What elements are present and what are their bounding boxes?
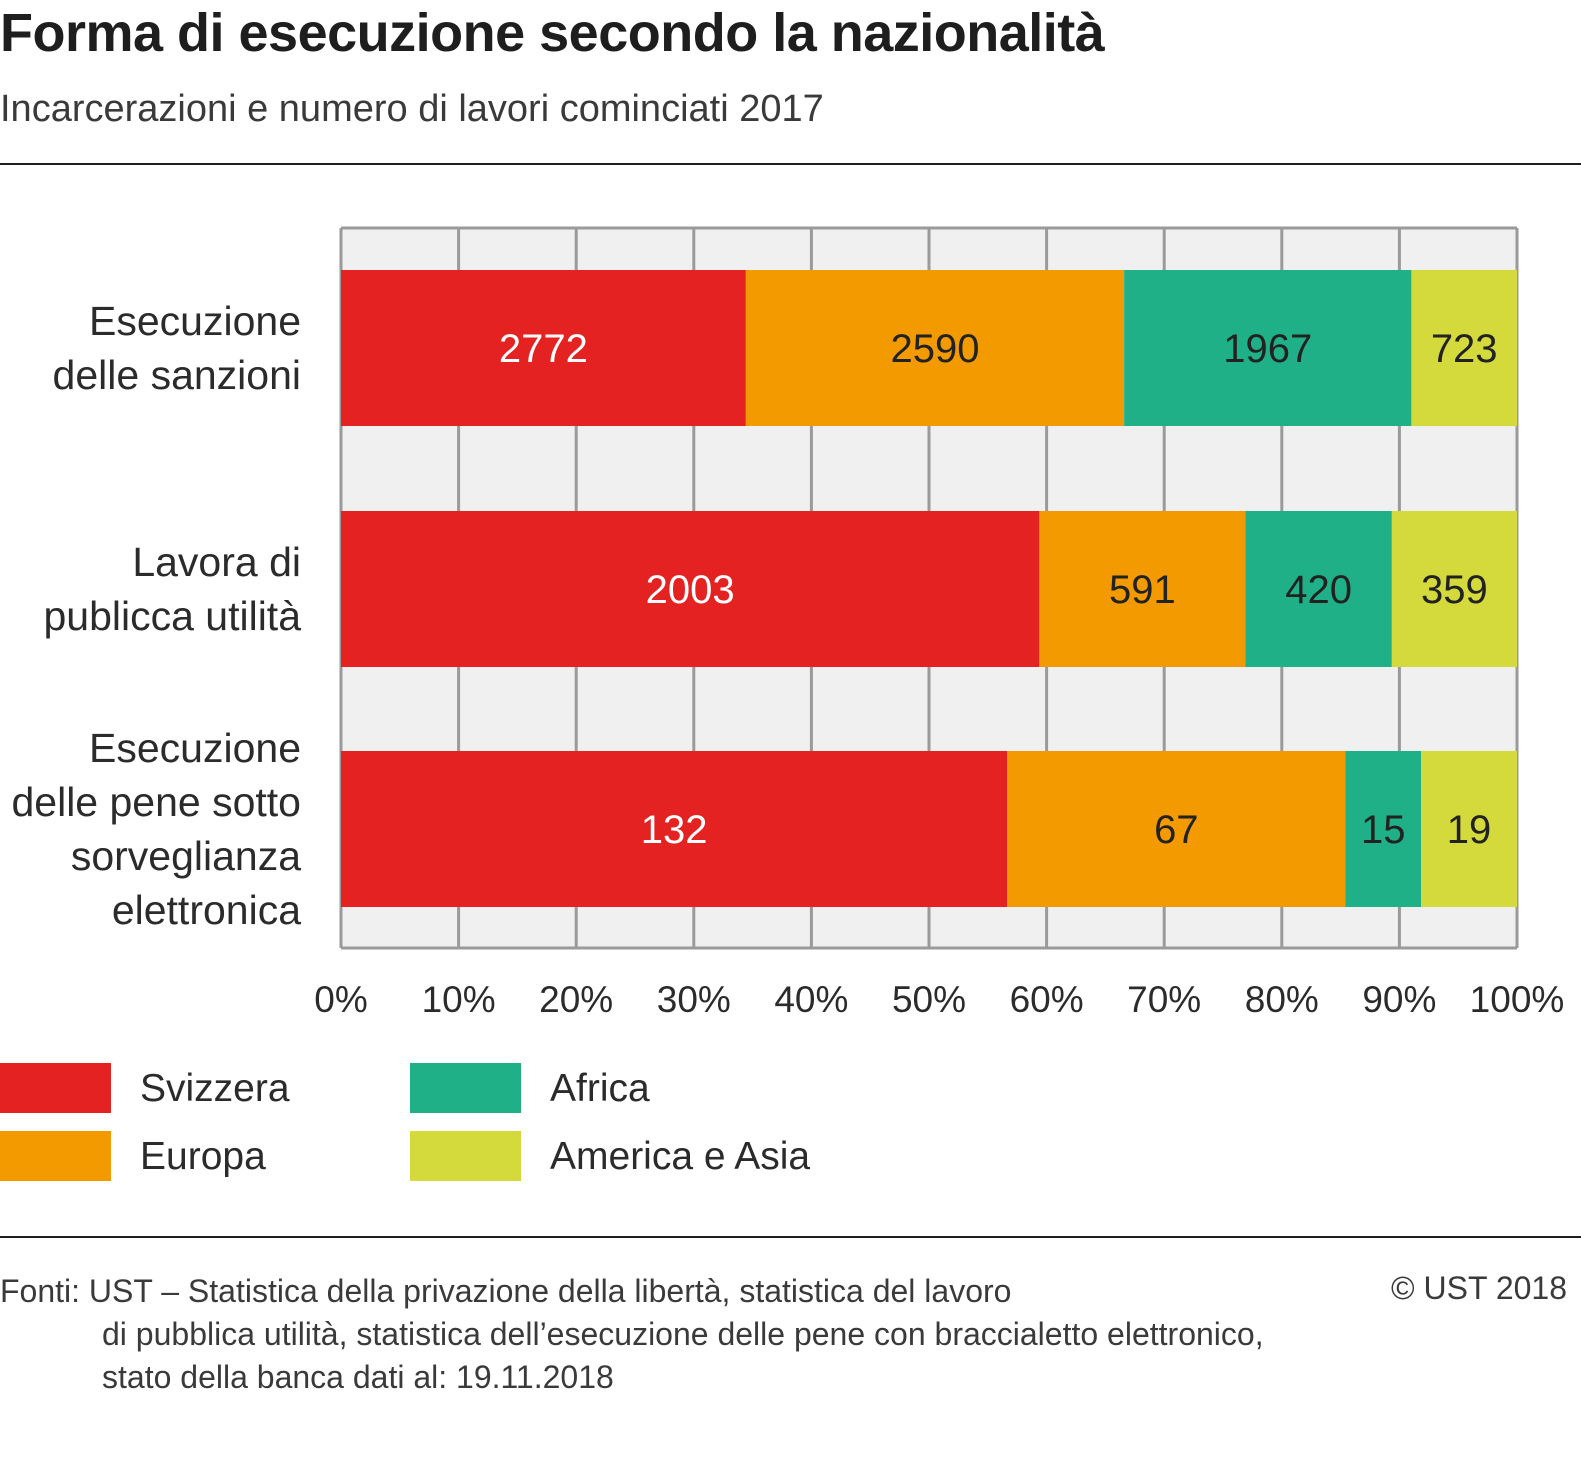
x-tick-label: 10%	[422, 979, 496, 1020]
data-label: 2772	[499, 327, 588, 371]
x-tick-label: 20%	[539, 979, 613, 1020]
bar-segment	[1391, 511, 1517, 667]
x-tick-label: 100%	[1470, 979, 1565, 1020]
x-tick-label: 90%	[1362, 979, 1436, 1020]
category-label: Lavora di	[132, 539, 301, 585]
top-rule	[0, 163, 1581, 165]
legend-item-america-asia: America e Asia	[410, 1131, 870, 1181]
category-label: delle sanzioni	[53, 352, 301, 398]
category-label: sorveglianza	[71, 833, 301, 879]
chart-title: Forma di esecuzione secondo la nazionali…	[0, 3, 1105, 63]
category-label: Esecuzione	[89, 298, 301, 344]
category-label: delle pene sotto	[11, 779, 301, 825]
x-tick-label: 70%	[1127, 979, 1201, 1020]
chart-subtitle: Incarcerazioni e numero di lavori cominc…	[0, 88, 824, 130]
legend-item-svizzera: Svizzera	[0, 1063, 320, 1113]
data-label: 591	[1109, 568, 1176, 612]
data-label: 420	[1285, 568, 1352, 612]
bar-segment	[1411, 270, 1517, 426]
bar-segment	[745, 270, 1125, 426]
x-tick-label: 50%	[892, 979, 966, 1020]
data-label: 15	[1361, 808, 1406, 852]
bar-segment	[341, 751, 1008, 907]
data-label: 359	[1421, 568, 1488, 612]
x-tick-label: 80%	[1245, 979, 1319, 1020]
x-tick-label: 30%	[657, 979, 731, 1020]
legend-swatch-america-asia	[410, 1131, 521, 1181]
source-line-2: di pubblica utilità, statistica dell’ese…	[102, 1316, 1264, 1352]
bar-segment	[341, 270, 746, 426]
bar-segment	[1124, 270, 1412, 426]
legend-label-svizzera: Svizzera	[140, 1067, 290, 1110]
data-label: 2003	[646, 568, 735, 612]
bar-segment	[1421, 751, 1517, 907]
legend-label-europa: Europa	[140, 1135, 266, 1178]
legend-swatch-africa	[410, 1063, 521, 1113]
x-tick-label: 0%	[314, 979, 367, 1020]
copyright: © UST 2018	[1391, 1270, 1567, 1306]
x-tick-label: 60%	[1010, 979, 1084, 1020]
source-line-3: stato della banca dati al: 19.11.2018	[102, 1359, 614, 1395]
legend-item-africa: Africa	[410, 1063, 730, 1113]
data-label: 67	[1154, 808, 1199, 852]
legend-label-africa: Africa	[550, 1067, 650, 1110]
source-note: Fonti: UST – Statistica della privazione…	[0, 1270, 1264, 1399]
bar-segment	[1245, 511, 1392, 667]
bottom-rule	[0, 1236, 1581, 1238]
bar-segment	[341, 511, 1040, 667]
bar-segment	[1007, 751, 1346, 907]
source-line-1: Fonti: UST – Statistica della privazione…	[0, 1273, 1012, 1309]
legend-swatch-europa	[0, 1131, 111, 1181]
data-label: 19	[1447, 808, 1492, 852]
bar-segment	[1039, 511, 1246, 667]
stacked-bar-chart: 0% 10% 20% 30% 40% 50% 60% 70% 80% 90% 100% 2772 259…	[11, 226, 1565, 1020]
legend-label-america-asia: America e Asia	[550, 1135, 811, 1178]
data-label: 723	[1431, 327, 1498, 371]
legend-item-europa: Europa	[0, 1131, 320, 1181]
bar-segment	[1345, 751, 1422, 907]
category-label: elettronica	[112, 887, 301, 933]
category-label: Esecuzione	[89, 725, 301, 771]
data-label: 1967	[1223, 327, 1312, 371]
legend-swatch-svizzera	[0, 1063, 111, 1113]
data-label: 2590	[890, 327, 979, 371]
category-label: publicca utilità	[43, 593, 301, 639]
x-tick-label: 40%	[774, 979, 848, 1020]
data-label: 132	[641, 808, 708, 852]
